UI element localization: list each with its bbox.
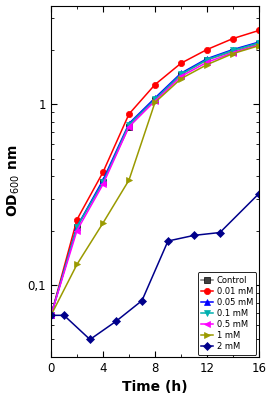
2 mM: [218, 230, 222, 235]
0.1 mM: [179, 72, 183, 77]
Line: 0.5 mM: 0.5 mM: [48, 42, 262, 318]
0.01 mM: [205, 47, 209, 52]
Control: [49, 313, 52, 318]
1 mM: [49, 313, 52, 318]
Line: 0.05 mM: 0.05 mM: [48, 39, 262, 318]
Y-axis label: OD$_{600}$ nm: OD$_{600}$ nm: [5, 145, 22, 218]
Control: [257, 42, 261, 46]
Line: 0.1 mM: 0.1 mM: [48, 40, 262, 318]
1 mM: [179, 76, 183, 81]
0.1 mM: [257, 40, 261, 45]
Line: 1 mM: 1 mM: [48, 42, 262, 318]
0.05 mM: [49, 313, 52, 318]
1 mM: [231, 51, 234, 56]
2 mM: [140, 298, 144, 303]
0.5 mM: [153, 98, 157, 103]
2 mM: [257, 191, 261, 196]
2 mM: [49, 313, 52, 318]
Legend: Control, 0.01 mM, 0.05 mM, 0.1 mM, 0.5 mM, 1 mM, 2 mM: Control, 0.01 mM, 0.05 mM, 0.1 mM, 0.5 m…: [197, 272, 256, 354]
0.5 mM: [231, 50, 234, 55]
0.5 mM: [257, 42, 261, 47]
0.01 mM: [49, 313, 52, 318]
0.05 mM: [153, 96, 157, 100]
0.05 mM: [127, 121, 131, 126]
0.01 mM: [153, 82, 157, 87]
0.01 mM: [179, 61, 183, 66]
0.5 mM: [179, 74, 183, 79]
0.1 mM: [127, 122, 131, 127]
0.01 mM: [101, 170, 105, 175]
1 mM: [257, 43, 261, 48]
Line: 2 mM: 2 mM: [48, 190, 262, 343]
0.5 mM: [101, 182, 105, 187]
2 mM: [114, 319, 118, 324]
X-axis label: Time (h): Time (h): [122, 380, 188, 394]
0.1 mM: [205, 57, 209, 62]
Control: [153, 98, 157, 102]
0.05 mM: [75, 224, 79, 229]
0.05 mM: [257, 40, 261, 44]
0.01 mM: [257, 28, 261, 33]
0.1 mM: [231, 48, 234, 53]
1 mM: [75, 262, 79, 267]
0.1 mM: [153, 97, 157, 102]
Control: [205, 58, 209, 62]
Line: Control: Control: [48, 41, 262, 318]
1 mM: [205, 62, 209, 67]
0.1 mM: [101, 180, 105, 184]
1 mM: [153, 100, 157, 105]
0.01 mM: [127, 112, 131, 116]
0.05 mM: [205, 56, 209, 61]
2 mM: [88, 337, 92, 342]
0.01 mM: [231, 36, 234, 41]
2 mM: [166, 239, 170, 244]
0.5 mM: [49, 313, 52, 318]
Control: [127, 124, 131, 129]
0.05 mM: [101, 178, 105, 182]
Control: [179, 72, 183, 77]
0.01 mM: [75, 217, 79, 222]
Line: 0.01 mM: 0.01 mM: [48, 27, 262, 318]
2 mM: [192, 233, 196, 238]
0.5 mM: [205, 60, 209, 65]
0.05 mM: [231, 47, 234, 52]
0.5 mM: [127, 124, 131, 129]
Control: [101, 180, 105, 184]
Control: [231, 49, 234, 54]
0.05 mM: [179, 71, 183, 76]
0.1 mM: [75, 224, 79, 229]
1 mM: [127, 178, 131, 182]
Control: [75, 224, 79, 229]
0.1 mM: [49, 313, 52, 318]
2 mM: [62, 313, 66, 318]
0.5 mM: [75, 228, 79, 233]
1 mM: [101, 221, 105, 226]
